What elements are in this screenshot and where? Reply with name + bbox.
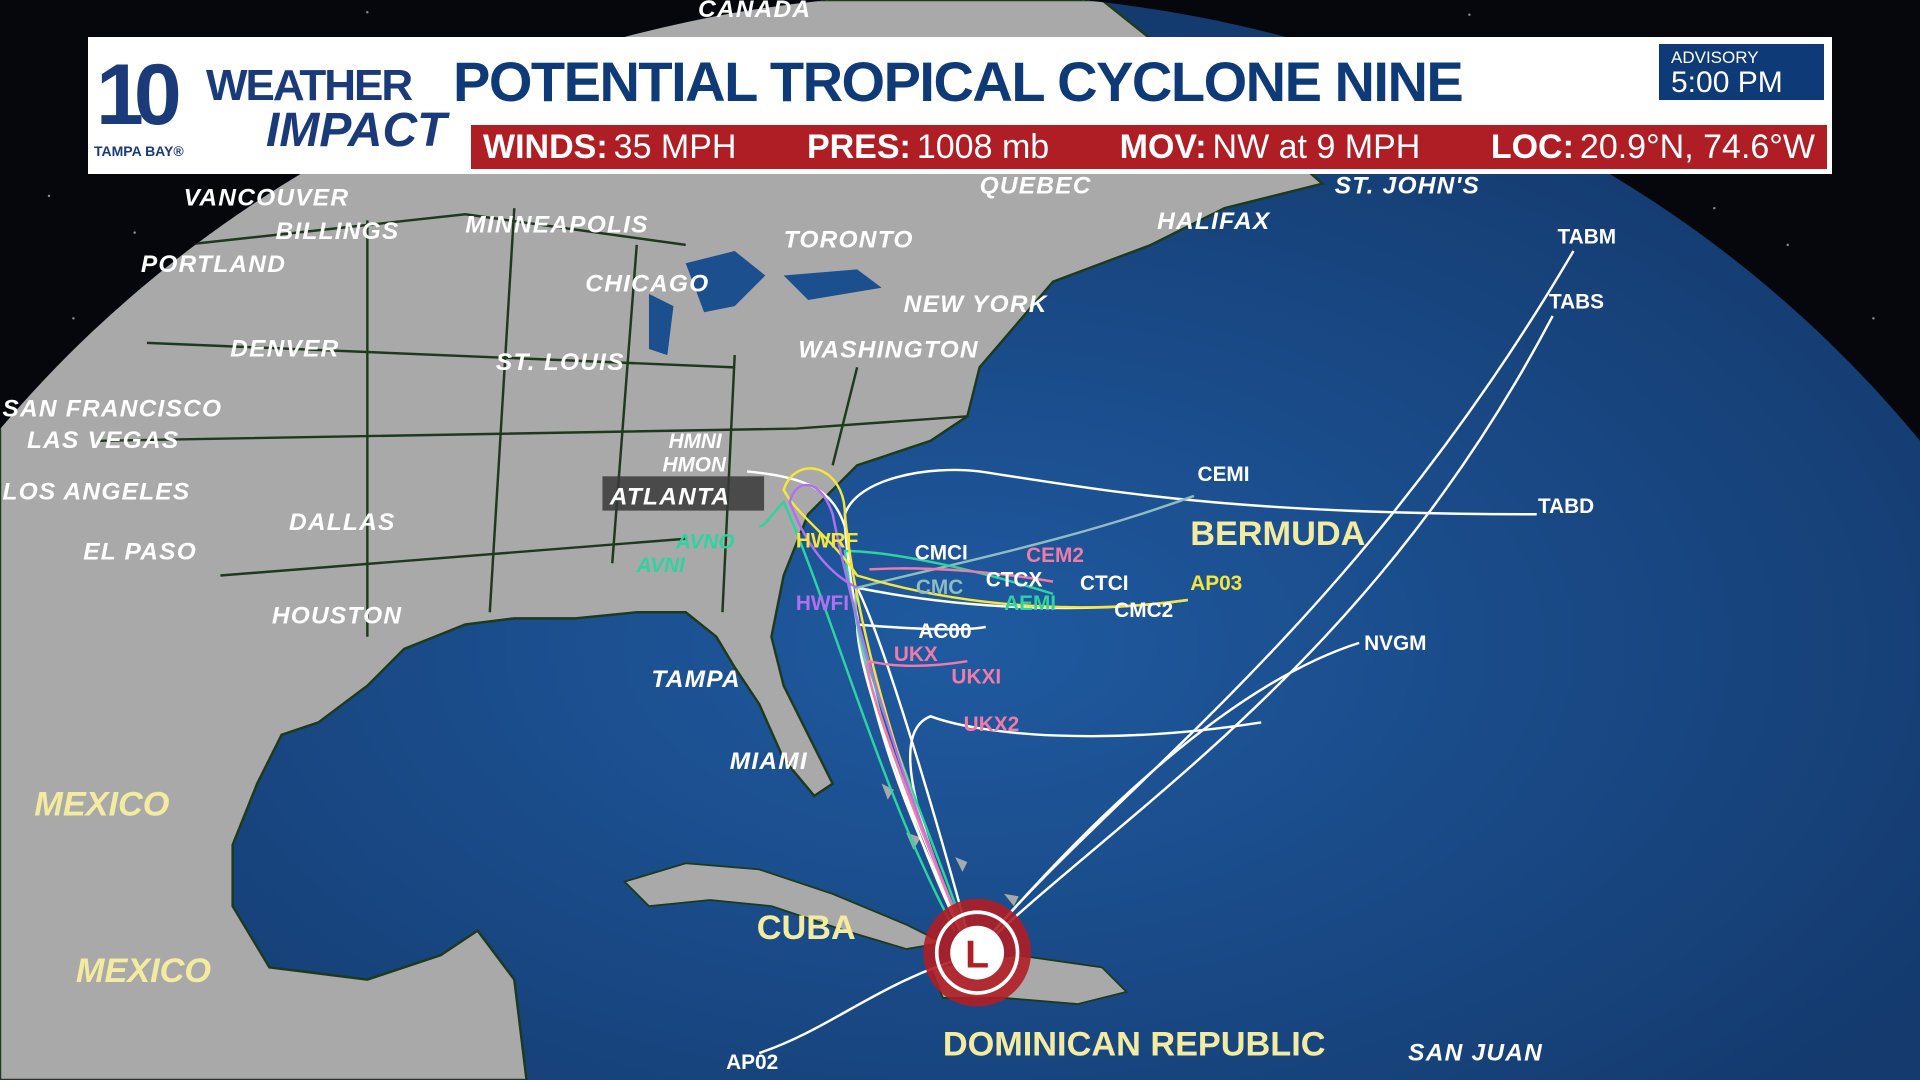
- city-san-francisco: SAN FRANCISCO: [2, 395, 222, 422]
- city-atlanta: ATLANTA: [609, 483, 730, 510]
- city-tampa: TAMPA: [651, 666, 740, 693]
- state-borders: [97, 208, 968, 637]
- city-portland: PORTLAND: [141, 251, 286, 278]
- label-mexico-north: MEXICO: [34, 786, 170, 824]
- city-halifax: HALIFAX: [1157, 208, 1271, 235]
- model-label-cmci: CMCI: [915, 542, 968, 565]
- label-canada: CANADA: [698, 0, 811, 23]
- city-labels: BILLINGS MINNEAPOLIS TORONTO QUEBEC HALI…: [2, 0, 1543, 1066]
- storm-symbol: L: [965, 933, 989, 976]
- model-label-aemi: AEMI: [1004, 592, 1056, 615]
- model-label-ctci: CTCI: [1080, 572, 1129, 595]
- city-san-juan: SAN JUAN: [1408, 1039, 1543, 1066]
- model-label-tabd: TABD: [1538, 495, 1594, 518]
- city-st-johns: ST. JOHN'S: [1335, 172, 1480, 199]
- model-label-cmc: CMC: [916, 576, 963, 599]
- model-label-tabm: TABM: [1558, 226, 1617, 249]
- stat-movement: MOV: NW at 9 MPH: [1119, 127, 1421, 166]
- label-dominican-republic: DOMINICAN REPUBLIC: [943, 1026, 1326, 1064]
- model-tracks: [746, 250, 1575, 1055]
- stat-location: LOC: 20.9°N, 74.6°W: [1490, 127, 1815, 166]
- model-label-ukxi: UKXI: [951, 665, 1001, 688]
- model-label-cmc2: CMC2: [1114, 599, 1173, 622]
- model-label-ap02: AP02: [726, 1051, 778, 1074]
- city-billings: BILLINGS: [276, 218, 400, 245]
- page-title: POTENTIAL TROPICAL CYCLONE NINE: [453, 50, 1464, 113]
- city-miami: MIAMI: [730, 748, 808, 775]
- model-label-nvgm: NVGM: [1364, 632, 1426, 655]
- advisory-label: ADVISORY: [1671, 48, 1759, 67]
- label-mexico-south: MEXICO: [76, 952, 212, 990]
- model-label-tabs: TABS: [1549, 291, 1604, 314]
- city-toronto: TORONTO: [784, 226, 914, 253]
- model-label-avni: AVNI: [636, 554, 686, 577]
- city-washington: WASHINGTON: [798, 337, 978, 364]
- city-quebec: QUEBEC: [980, 172, 1092, 199]
- model-label-ukx2: UKX2: [964, 713, 1019, 736]
- model-label-ap03: AP03: [1190, 572, 1242, 595]
- logo-impact: IMPACT: [266, 104, 447, 157]
- city-chicago: CHICAGO: [585, 270, 709, 297]
- country-labels: BERMUDA MEXICO MEXICO CUBA DOMINICAN REP…: [34, 515, 1365, 1064]
- city-dallas: DALLAS: [289, 509, 396, 536]
- model-label-hwfi: HWFI: [796, 592, 849, 615]
- model-label-ac00: AC00: [918, 620, 971, 643]
- logo-number: 10: [96, 47, 182, 143]
- logo-weather: WEATHER: [206, 61, 413, 110]
- header-banner: 10 WEATHER IMPACT TAMPA BAY® POTENTIAL T…: [88, 37, 1832, 174]
- storm-low-marker: L: [923, 898, 1032, 1007]
- city-houston: HOUSTON: [272, 602, 403, 629]
- model-label-hwrf: HWRF: [796, 529, 858, 552]
- label-cuba: CUBA: [757, 909, 856, 947]
- model-label-ukx: UKX: [894, 643, 938, 666]
- city-las-vegas: LAS VEGAS: [27, 427, 179, 454]
- advisory-time: 5:00 PM: [1671, 66, 1783, 99]
- model-label-hmni: HMNI: [669, 430, 723, 453]
- model-labels: HMNI HMON AVNO AVNI HWRF HWFI CMCI CMC C…: [636, 226, 1616, 1074]
- stat-winds: WINDS: 35 MPH: [483, 127, 737, 166]
- model-label-hmon: HMON: [662, 453, 727, 476]
- great-lakes: [648, 251, 882, 356]
- model-label-cem2: CEM2: [1026, 544, 1084, 567]
- storm-stats-bar: WINDS: 35 MPH PRES: 1008 mb MOV: NW at 9 MP…: [471, 125, 1827, 169]
- city-st-louis: ST. LOUIS: [496, 349, 625, 376]
- city-denver: DENVER: [230, 335, 339, 362]
- model-label-cemi: CEMI: [1198, 463, 1250, 486]
- city-los-angeles: LOS ANGELES: [2, 479, 190, 506]
- model-label-ctcx: CTCX: [986, 569, 1043, 592]
- label-bermuda: BERMUDA: [1190, 515, 1365, 553]
- city-minneapolis: MINNEAPOLIS: [465, 212, 648, 239]
- stat-pressure: PRES: 1008 mb: [806, 127, 1050, 166]
- city-new-york: NEW YORK: [904, 291, 1049, 318]
- city-el-paso: EL PASO: [83, 539, 197, 566]
- logo-station: TAMPA BAY®: [94, 143, 184, 159]
- model-label-avno: AVNO: [675, 531, 735, 554]
- city-vancouver: VANCOUVER: [184, 185, 350, 212]
- stars: [47, 11, 1875, 320]
- advisory-box: ADVISORY 5:00 PM: [1659, 44, 1824, 100]
